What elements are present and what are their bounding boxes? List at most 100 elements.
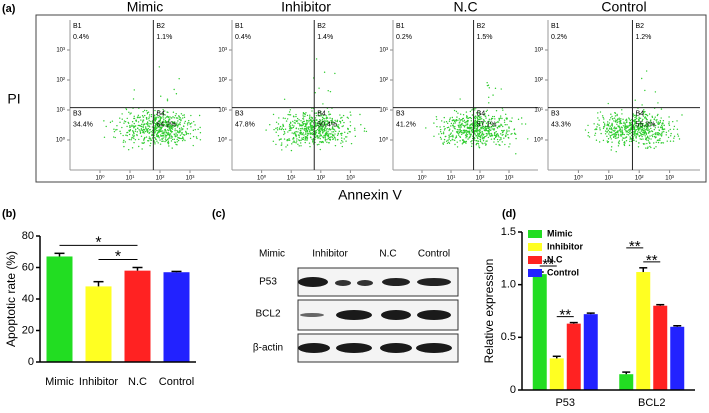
event-dot bbox=[481, 130, 483, 133]
event-dot bbox=[488, 96, 490, 98]
event-dot bbox=[629, 132, 631, 135]
event-dot bbox=[665, 134, 667, 136]
event-dot bbox=[465, 122, 467, 124]
event-dot bbox=[499, 139, 501, 141]
quadrant-name: B1 bbox=[235, 23, 244, 30]
event-dot bbox=[653, 147, 655, 150]
event-dot bbox=[663, 128, 666, 130]
event-dot bbox=[630, 128, 632, 131]
event-dot bbox=[147, 111, 150, 113]
event-dot bbox=[309, 133, 311, 135]
event-dot bbox=[655, 146, 657, 148]
event-dot bbox=[185, 131, 187, 134]
event-dot bbox=[311, 121, 314, 123]
event-dot bbox=[465, 133, 468, 135]
event-dot bbox=[125, 108, 128, 111]
quadrant-name: B2 bbox=[156, 23, 165, 30]
event-dot bbox=[300, 129, 302, 132]
event-dot bbox=[286, 144, 289, 146]
event-dot bbox=[661, 123, 663, 125]
event-dot bbox=[599, 127, 601, 129]
event-dot bbox=[501, 134, 503, 136]
event-dot bbox=[297, 131, 299, 133]
event-dot bbox=[471, 123, 473, 125]
significance-label: ** bbox=[646, 252, 658, 269]
event-dot bbox=[119, 117, 121, 119]
event-dot bbox=[144, 136, 146, 139]
event-dot bbox=[287, 113, 289, 116]
event-dot bbox=[309, 130, 311, 132]
event-dot bbox=[616, 113, 618, 116]
event-dot bbox=[610, 117, 612, 119]
event-dot bbox=[326, 138, 328, 141]
event-dot bbox=[280, 138, 282, 140]
event-dot bbox=[494, 118, 496, 120]
event-dot bbox=[129, 125, 131, 127]
event-dot bbox=[462, 132, 464, 135]
event-dot bbox=[143, 132, 145, 134]
y-tick-label: 1.0 bbox=[501, 279, 516, 291]
event-dot bbox=[320, 126, 322, 128]
event-dot bbox=[321, 132, 324, 134]
event-dot bbox=[454, 122, 457, 124]
event-dot bbox=[626, 120, 628, 122]
event-dot bbox=[288, 114, 291, 116]
event-dot bbox=[103, 136, 106, 138]
event-dot bbox=[646, 118, 648, 121]
event-dot bbox=[625, 129, 627, 132]
event-dot bbox=[331, 117, 333, 120]
event-dot bbox=[346, 136, 348, 138]
event-dot bbox=[148, 120, 150, 122]
event-dot bbox=[493, 137, 496, 140]
event-dot bbox=[319, 148, 322, 151]
event-dot bbox=[486, 84, 489, 87]
event-dot bbox=[663, 130, 665, 133]
event-dot bbox=[295, 134, 298, 137]
x-tick-label: 10⁰ bbox=[574, 175, 584, 182]
quadrant-value: 64.2% bbox=[156, 121, 176, 128]
event-dot bbox=[470, 145, 473, 147]
event-dot bbox=[332, 138, 335, 140]
event-dot bbox=[665, 131, 668, 134]
event-dot bbox=[168, 133, 170, 135]
event-dot bbox=[177, 124, 179, 127]
event-dot bbox=[676, 133, 679, 135]
x-tick-label: P53 bbox=[555, 397, 575, 409]
event-dot bbox=[447, 126, 450, 129]
event-dot bbox=[126, 125, 128, 128]
event-dot bbox=[458, 131, 461, 134]
event-dot bbox=[654, 133, 657, 136]
event-dot bbox=[487, 114, 490, 117]
event-dot bbox=[294, 141, 296, 143]
event-dot bbox=[150, 113, 153, 116]
event-dot bbox=[142, 121, 144, 123]
event-dot bbox=[610, 124, 613, 126]
event-dot bbox=[459, 98, 461, 100]
event-dot bbox=[344, 131, 346, 133]
event-dot bbox=[619, 128, 622, 130]
event-dot bbox=[282, 123, 284, 126]
event-dot bbox=[172, 126, 174, 128]
event-dot bbox=[497, 121, 500, 123]
band bbox=[357, 280, 373, 286]
event-dot bbox=[476, 126, 479, 129]
event-dot bbox=[338, 130, 340, 133]
band bbox=[298, 343, 330, 353]
event-dot bbox=[196, 137, 198, 140]
event-dot bbox=[143, 139, 145, 141]
event-dot bbox=[504, 135, 507, 137]
event-dot bbox=[673, 128, 675, 130]
event-dot bbox=[640, 126, 642, 129]
event-dot bbox=[314, 130, 317, 132]
event-dot bbox=[449, 133, 452, 135]
event-dot bbox=[292, 136, 295, 139]
event-dot bbox=[155, 122, 158, 124]
event-dot bbox=[602, 126, 605, 128]
event-dot bbox=[614, 135, 617, 137]
y-axis-label: Apoptotic rate (%) bbox=[4, 251, 18, 347]
event-dot bbox=[654, 127, 657, 129]
event-dot bbox=[465, 137, 467, 139]
bar bbox=[532, 274, 547, 390]
event-dot bbox=[281, 142, 283, 144]
column-label: Inhibitor bbox=[312, 249, 348, 260]
